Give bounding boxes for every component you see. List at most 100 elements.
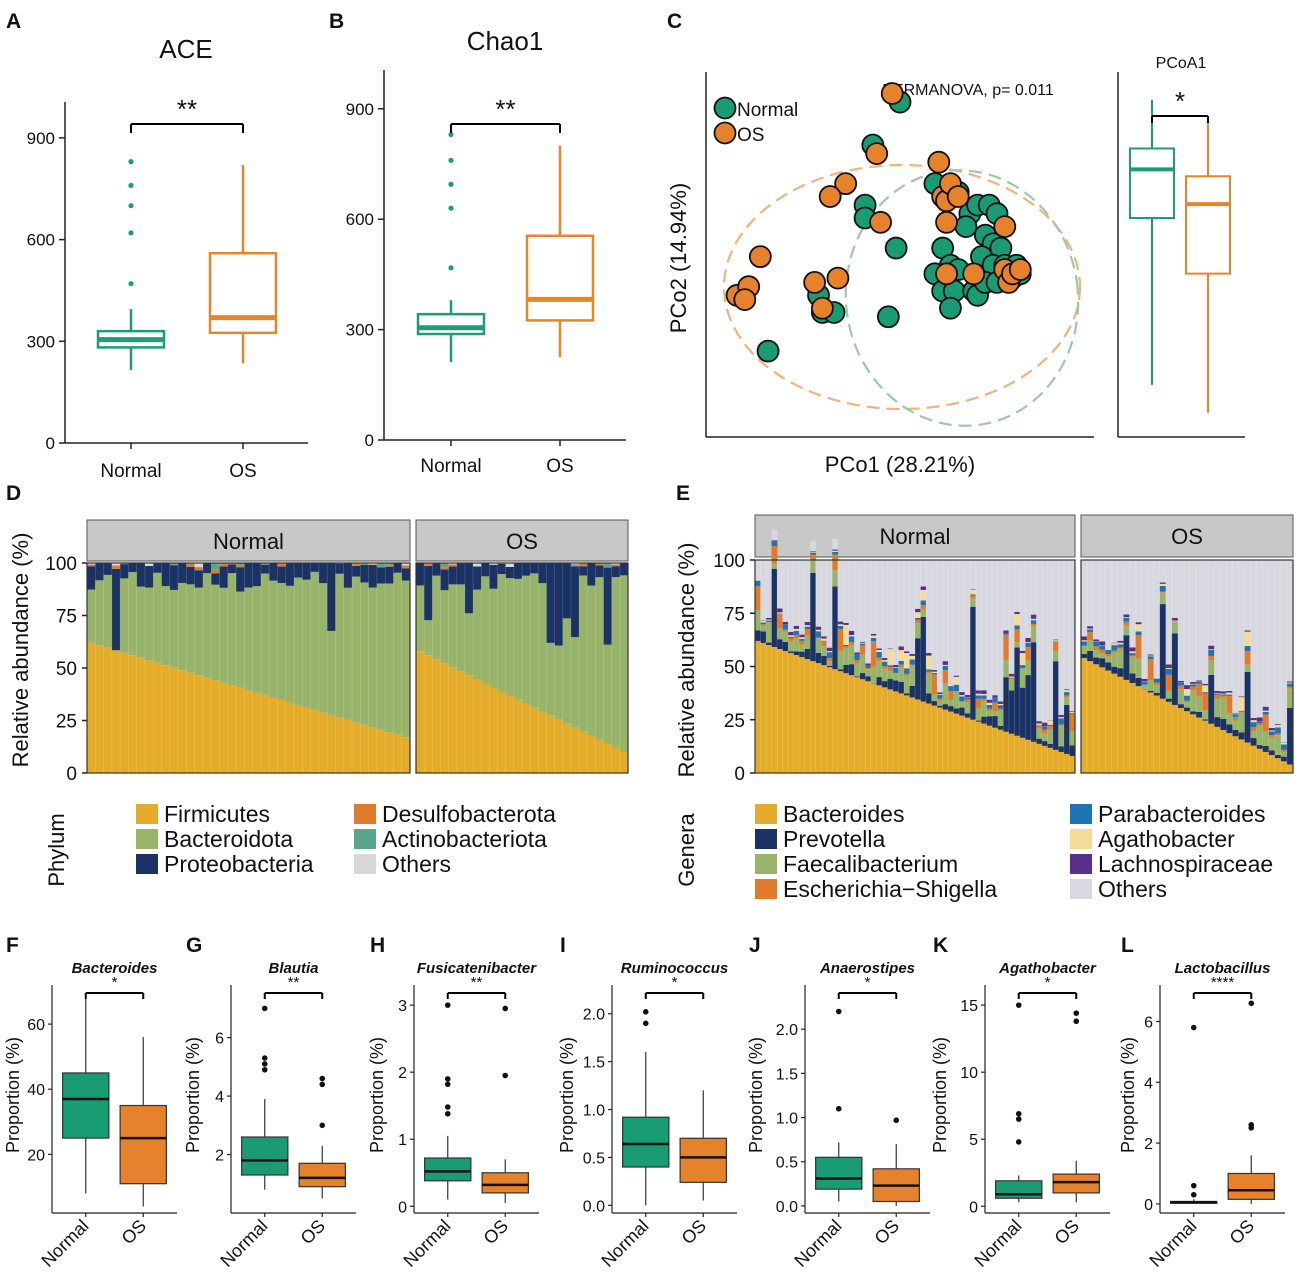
bar-segment [1220,730,1227,773]
y-axis-label: PCo2 (14.94%) [666,183,691,333]
bar-segment [1081,640,1088,642]
bar-segment [1047,726,1054,730]
bar-segment [804,629,811,636]
bar-segment [236,567,245,592]
bar-segment [530,573,539,708]
y-tick-label: 2 [1144,1136,1153,1153]
bar-segment [161,665,171,773]
os-point [748,245,772,269]
x-tick-label: OS [480,1216,513,1249]
bar-segment [530,707,539,773]
bar-segment [169,563,179,566]
bar-segment [876,651,883,658]
significance-bracket: * [644,974,705,999]
bar-segment [376,583,386,730]
bar-segment [1232,713,1239,715]
y-tick-label: 25 [724,711,745,732]
outlier-point [444,1002,451,1008]
significance-stars: * [672,974,678,991]
significance-bracket: * [1017,974,1078,999]
normal-point [954,215,978,238]
bar-segment [1047,720,1054,725]
bar-segment [1058,751,1065,773]
bar-segment [986,708,993,711]
bar-segment [964,702,971,714]
y-tick-label: 0 [66,764,77,785]
outlier-point [128,182,134,188]
bar-segment [1041,741,1048,746]
bar-segment [236,687,245,773]
bar-segment [992,716,999,728]
bar-segment [1019,650,1026,654]
bar-segment [1190,681,1197,684]
panel-I: I Ruminococcus 0.0 0.5 1.0 1.5 2.0 Proportion (… [557,934,737,1271]
y-axis-label: Relative abundance (%) [8,533,33,768]
bar-segment [898,650,905,661]
bar-segment [793,628,800,631]
x-tick-label: Normal [1145,1216,1200,1271]
os-point [880,82,904,105]
bar-segment [1135,658,1142,678]
box-OS [525,145,595,358]
bar-segment [111,565,121,569]
bar-segment [1262,714,1270,732]
bar-segment [1069,745,1076,756]
panel-K: K Agathobacter 0 5 10 15 Proportion (%) Normal O… [930,934,1110,1271]
significance-bracket: ** [130,94,244,133]
bar-segment [579,575,588,732]
bar-segment [611,564,621,567]
bar-segment [456,671,466,773]
bar-segment [1030,741,1037,773]
bar-segment [1052,651,1059,662]
bar-segment [1280,742,1288,745]
bar-segment [1286,683,1294,687]
bar-segment [937,705,943,708]
significance-bracket: * [1151,86,1209,123]
panel-letter: I [560,934,566,957]
bar-segment [497,691,507,773]
bar-segment [915,608,921,613]
bar-segment [269,580,278,698]
outlier-point [835,1008,842,1015]
bar-segment [1183,685,1191,690]
y-axis-label: Proportion (%) [557,1037,577,1153]
bar-segment [766,622,772,643]
outlier-point [1015,1116,1022,1122]
bar-segment [302,579,312,708]
bar-segment [815,629,822,632]
bar-segment [385,565,394,567]
bar-segment [1183,695,1191,701]
bar-segment [1238,560,1245,697]
bar-segment [937,560,943,693]
bar-segment [859,654,866,674]
bar-segment [310,571,320,710]
bar-segment [948,706,955,712]
bar-segment [937,700,943,706]
bar-segment [587,735,596,773]
bar-segment [782,631,789,642]
bar-segment [538,583,547,712]
bar-segment [992,697,999,703]
bar-segment [1117,640,1124,643]
bar-segment [1052,661,1059,750]
bar-segment [294,577,303,705]
bar-segment [1214,726,1221,773]
bar-segment [970,606,977,720]
bar-segment [1286,764,1294,773]
bar-segment [335,717,345,773]
x-tick-label: Normal [597,1216,652,1271]
bar-segment [1135,624,1142,632]
outlier-point [319,1081,326,1088]
y-axis-label: Proportion (%) [746,1037,766,1153]
bar-segment [554,645,564,720]
bar-segment [244,690,254,773]
bar-segment [194,563,204,568]
bar-segment [440,590,450,664]
bar-segment [416,585,425,652]
bar-segment [832,669,839,773]
bar-segment [153,572,162,663]
outlier-point [1248,1000,1255,1007]
bar-segment [865,681,872,773]
bar-segment [815,631,822,638]
box-OS [1185,120,1231,413]
